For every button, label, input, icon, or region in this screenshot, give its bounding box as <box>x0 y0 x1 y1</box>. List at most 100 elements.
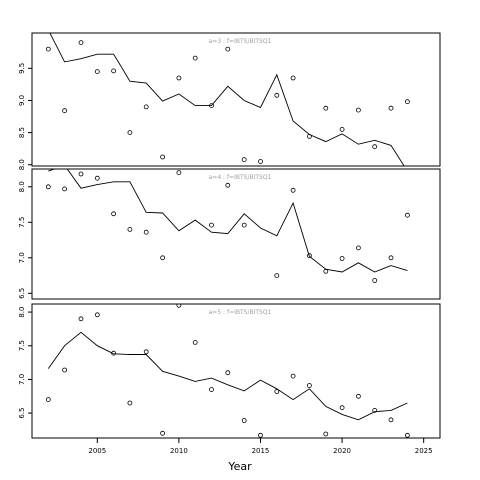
data-point <box>290 373 296 379</box>
x-tick-label: 2025 <box>415 447 433 455</box>
data-point <box>209 387 214 392</box>
x-axis-label: Year <box>227 460 252 473</box>
data-point <box>45 46 51 52</box>
data-point <box>94 175 100 181</box>
data-point <box>192 339 198 345</box>
data-point <box>274 273 280 279</box>
data-point <box>111 350 116 356</box>
data-point <box>78 171 84 177</box>
data-point <box>372 278 378 283</box>
data-point <box>111 211 116 217</box>
data-point <box>323 268 329 274</box>
y-tick-label: 7.5 <box>18 340 26 351</box>
data-point <box>404 99 410 105</box>
data-point <box>355 393 361 399</box>
y-tick-label: 7.5 <box>18 217 26 228</box>
data-point <box>241 157 247 163</box>
data-point <box>225 182 231 188</box>
data-point <box>290 187 296 193</box>
data-point <box>306 133 312 139</box>
x-tick-label: 2020 <box>333 447 351 455</box>
data-point <box>62 367 67 373</box>
data-point <box>225 46 231 52</box>
data-point <box>306 253 312 259</box>
panel-label: a=4 : f=IBTS/BITSQ1 <box>209 174 272 181</box>
y-tick-label: 6.5 <box>18 288 26 299</box>
y-tick-label: 8.5 <box>18 127 26 138</box>
data-point <box>339 256 345 261</box>
data-point <box>62 186 67 192</box>
data-point <box>306 383 312 388</box>
data-point <box>45 397 51 403</box>
data-point <box>339 405 345 411</box>
data-point <box>209 222 214 228</box>
data-point <box>160 430 166 436</box>
x-axis: 2005 2010 2015 2020 2025 <box>88 438 433 455</box>
data-point <box>274 389 280 394</box>
data-point <box>143 349 149 355</box>
panel-frame <box>31 303 441 439</box>
y-tick-label: 8.0 <box>18 159 26 170</box>
y-tick-label: 9.0 <box>18 95 26 106</box>
x-tick-label: 2005 <box>88 447 106 455</box>
data-point <box>143 104 149 110</box>
data-point <box>111 68 116 74</box>
data-point <box>127 130 133 136</box>
panel-plot-area <box>45 33 410 166</box>
y-axis: 6.5 7.0 7.5 8.0 <box>18 181 32 299</box>
data-point <box>241 222 247 228</box>
data-point <box>192 55 198 61</box>
panel-frame <box>31 168 441 300</box>
data-point <box>372 407 378 413</box>
y-tick-label: 7.0 <box>18 252 26 263</box>
data-point <box>274 92 280 98</box>
data-point <box>404 432 410 438</box>
panel-plot-area <box>45 304 410 438</box>
data-point <box>160 154 166 160</box>
data-point <box>209 103 214 108</box>
data-point <box>355 107 361 113</box>
panel-frame <box>31 32 441 167</box>
panel-3: a=5 : f=IBTS/BITSQ1 6.5 7.0 7.5 8.0 <box>18 303 441 439</box>
data-point <box>176 170 182 176</box>
data-point <box>388 105 394 111</box>
y-axis: 8.0 8.5 9.0 9.5 <box>18 63 32 170</box>
panel-2: a=4 : f=IBTS/BITSQ1 6.5 7.0 7.5 8.0 <box>18 163 441 300</box>
data-point <box>404 212 410 218</box>
data-point <box>225 370 231 376</box>
data-point <box>62 108 67 114</box>
data-point <box>355 245 361 251</box>
panels: a=3 : f=IBTS/BITSQ1 8.0 8.5 9.0 9.5 a=4 : f=I… <box>18 32 441 439</box>
x-tick-label: 2010 <box>170 447 188 455</box>
x-tick-label: 2015 <box>252 447 270 455</box>
data-point <box>176 75 182 81</box>
data-point <box>94 312 100 318</box>
data-point <box>45 184 51 190</box>
y-tick-label: 8.0 <box>18 307 26 318</box>
data-point <box>339 126 345 132</box>
data-point <box>323 105 329 111</box>
data-point <box>372 144 378 150</box>
data-point <box>94 69 100 74</box>
data-point <box>323 431 329 437</box>
series-line <box>49 33 405 166</box>
data-point <box>290 75 296 81</box>
y-tick-label: 9.5 <box>18 63 26 74</box>
data-point <box>127 400 133 406</box>
data-point <box>176 304 182 308</box>
y-tick-label: 6.5 <box>18 408 26 419</box>
y-tick-label: 8.0 <box>18 181 26 192</box>
series-line <box>47 331 408 421</box>
data-point <box>160 255 166 261</box>
y-axis: 6.5 7.0 7.5 8.0 <box>18 307 32 419</box>
panel-label: a=3 : f=IBTS/BITSQ1 <box>209 38 272 45</box>
data-point <box>241 418 247 423</box>
data-point <box>127 226 133 232</box>
data-point <box>78 316 84 322</box>
panel-label: a=5 : f=IBTS/BITSQ1 <box>209 309 272 316</box>
data-point <box>78 40 84 45</box>
data-point <box>193 163 197 167</box>
data-point <box>143 229 149 235</box>
y-tick-label: 7.0 <box>18 374 26 385</box>
